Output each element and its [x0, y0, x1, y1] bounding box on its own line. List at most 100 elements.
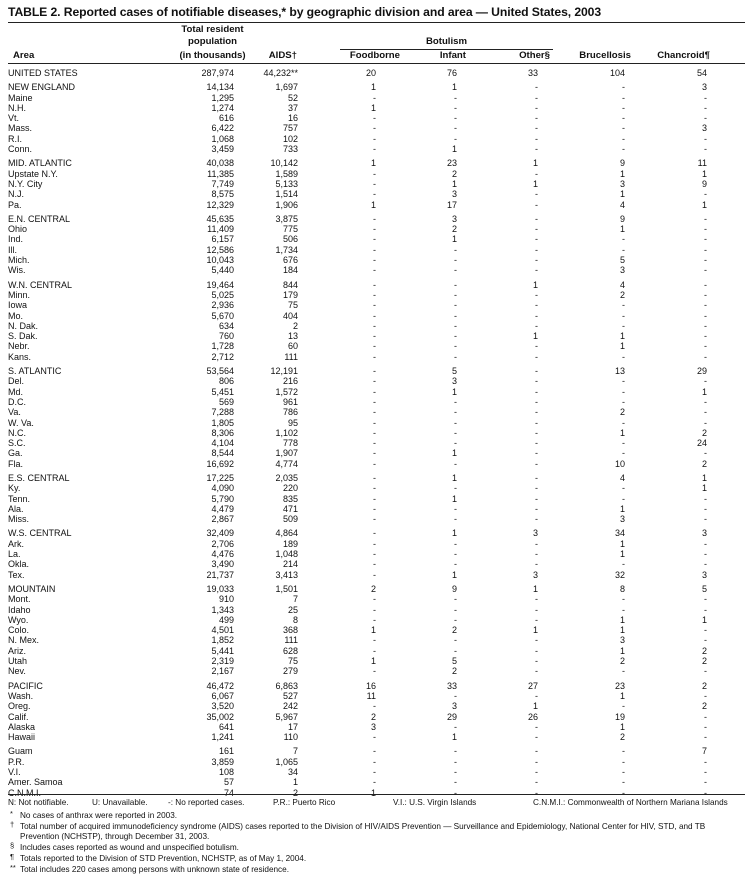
cell-infant: -	[454, 417, 457, 428]
cell-foodborne: -	[373, 604, 376, 615]
cell-population: 641	[218, 721, 234, 732]
cell-population: 287,974	[201, 68, 234, 78]
cell-population: 499	[218, 614, 234, 625]
footnote-mark: §	[10, 841, 15, 850]
cell-brucellosis: 2	[619, 407, 625, 418]
cell-brucellosis: -	[622, 244, 625, 255]
cell-chancroid: 3	[701, 528, 707, 539]
cell-foodborne: 16	[365, 680, 376, 691]
cell-brucellosis: 4	[619, 199, 625, 210]
table-row: S. Dak. 760 13 - - 1 1 -	[8, 331, 745, 341]
cell-other: -	[535, 787, 538, 798]
cell-brucellosis: -	[622, 559, 625, 570]
table-row: Maine 1,295 52 - - - - -	[8, 93, 745, 103]
cell-other: 3	[532, 569, 538, 580]
cell-foodborne: -	[373, 472, 376, 483]
cell-population: 7,749	[211, 178, 234, 189]
cell-chancroid: -	[704, 756, 707, 767]
cell-foodborne: -	[373, 666, 376, 677]
cell-infant: 9	[451, 583, 457, 594]
table-row: Tenn. 5,790 835 - 1 - - -	[8, 494, 745, 504]
cell-infant: 1	[451, 234, 457, 245]
cell-chancroid: -	[704, 666, 707, 677]
cell-chancroid: -	[704, 320, 707, 331]
cell-population: 1,852	[211, 635, 234, 646]
cell-infant: -	[454, 756, 457, 767]
cell-area: Minn.	[8, 289, 31, 300]
cell-other: -	[535, 341, 538, 352]
cell-population: 40,038	[206, 158, 234, 169]
footnote: † Total number of acquired immunodeficien…	[8, 820, 738, 842]
cell-infant: -	[454, 635, 457, 646]
footnote: § Includes cases reported as wound and un…	[8, 841, 738, 853]
footnote-mark: **	[10, 863, 16, 872]
cell-area: E.S. CENTRAL	[8, 472, 70, 483]
cell-area: Amer. Samoa	[8, 777, 63, 788]
cell-area: N.H.	[8, 102, 26, 113]
cell-aids: 279	[282, 666, 298, 677]
cell-foodborne: -	[373, 503, 376, 514]
cell-population: 57	[223, 777, 234, 788]
cell-brucellosis: 3	[619, 635, 625, 646]
cell-aids: 220	[282, 483, 298, 494]
cell-aids: 4,774	[275, 458, 298, 469]
cell-aids: 8	[292, 614, 298, 625]
cell-area: Wis.	[8, 265, 26, 276]
table-row: La. 4,476 1,048 - - - 1 -	[8, 549, 745, 559]
cell-area: Nebr.	[8, 341, 30, 352]
cell-foodborne: -	[373, 279, 376, 290]
cell-infant: -	[454, 113, 457, 124]
cell-other: -	[535, 777, 538, 788]
cell-brucellosis: -	[622, 320, 625, 331]
cell-other: -	[535, 265, 538, 276]
cell-area: N.Y. City	[8, 178, 43, 189]
cell-infant: -	[454, 538, 457, 549]
cell-chancroid: 54	[696, 68, 707, 78]
cell-chancroid: -	[704, 92, 707, 103]
header-brucellosis: Brucellosis	[579, 50, 631, 61]
cell-infant: -	[454, 92, 457, 103]
cell-area: P.R.	[8, 756, 25, 767]
cell-brucellosis: -	[622, 113, 625, 124]
cell-brucellosis: -	[622, 604, 625, 615]
cell-population: 6,067	[211, 690, 234, 701]
cell-aids: 184	[282, 265, 298, 276]
cell-infant: -	[454, 690, 457, 701]
cell-infant: -	[454, 331, 457, 342]
footnote: ** Total includes 220 cases among persons…	[8, 863, 738, 875]
table-row: N.C. 8,306 1,102 - - - 1 2	[8, 428, 745, 438]
cell-population: 5,790	[211, 493, 234, 504]
cell-chancroid: -	[704, 396, 707, 407]
cell-brucellosis: 1	[619, 331, 625, 342]
cell-population: 910	[218, 594, 234, 605]
header-area: Area	[13, 50, 35, 61]
cell-brucellosis: 1	[619, 721, 625, 732]
cell-brucellosis: -	[622, 594, 625, 605]
cell-foodborne: -	[373, 756, 376, 767]
table-row: MID. ATLANTIC 40,038 10,142 1 23 1 9 11	[8, 158, 745, 168]
cell-foodborne: -	[373, 376, 376, 387]
cell-area: Idaho	[8, 604, 31, 615]
cell-aids: 1,906	[275, 199, 298, 210]
cell-aids: 1	[292, 777, 298, 788]
table-row: Utah 2,319 75 1 5 - 2 2	[8, 656, 745, 666]
cell-chancroid: -	[704, 255, 707, 266]
cell-other: -	[535, 189, 538, 200]
table-row: N.Y. City 7,749 5,133 - 1 1 3 9	[8, 179, 745, 189]
cell-chancroid: 29	[696, 366, 707, 377]
cell-chancroid: -	[704, 289, 707, 300]
footnote-text: Includes cases reported as wound and uns…	[20, 843, 239, 852]
cell-aids: 1,572	[275, 386, 298, 397]
table-row: Del. 806 216 - 3 - - -	[8, 376, 745, 386]
cell-foodborne: -	[373, 701, 376, 712]
cell-chancroid: -	[704, 721, 707, 732]
cell-other: 1	[532, 331, 538, 342]
table-row: Wash. 6,067 527 11 - - 1 -	[8, 691, 745, 701]
cell-chancroid: -	[704, 635, 707, 646]
cell-foodborne: -	[373, 144, 376, 155]
table-row: Mo. 5,670 404 - - - - -	[8, 311, 745, 321]
cell-aids: 10,142	[270, 158, 298, 169]
cell-aids: 4,864	[275, 528, 298, 539]
cell-foodborne: -	[373, 645, 376, 656]
cell-area: Tenn.	[8, 493, 31, 504]
